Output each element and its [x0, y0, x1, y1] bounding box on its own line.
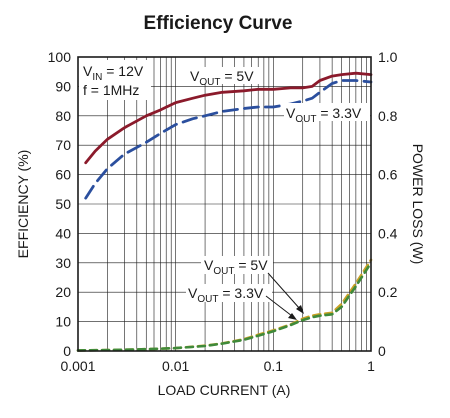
conditions-background	[79, 60, 151, 100]
y2-tick-label: 0.4	[378, 225, 398, 241]
x-axis-label: LOAD CURRENT (A)	[158, 382, 291, 398]
label-bg-vout5-loss	[201, 256, 273, 274]
arrowhead-vout33-loss	[288, 313, 297, 320]
label-vout5-loss: VOUT = 5V	[204, 257, 268, 277]
y-tick-label: 90	[55, 78, 71, 94]
freq-label: f = 1MHz	[83, 82, 139, 98]
arrow-vout33-loss	[265, 295, 293, 317]
y-tick-label: 50	[55, 196, 71, 212]
y-tick-label: 40	[55, 225, 71, 241]
y-axis-label: EFFICIENCY (%)	[15, 150, 31, 259]
y-tick-label: 30	[55, 255, 71, 271]
curves	[76, 71, 373, 352]
series-line-0	[84, 71, 373, 165]
plot-frame	[77, 56, 372, 352]
y2-tick-label: 0.6	[378, 167, 398, 183]
vin-label: VIN = 12V	[83, 63, 144, 83]
y-tick-label: 100	[48, 49, 72, 65]
x-tick-label: 1	[367, 358, 375, 374]
y2-tick-label: 0.2	[378, 284, 398, 300]
arrowhead-vout5-loss	[296, 305, 304, 314]
y2-tick-label: 0.8	[378, 108, 398, 124]
series-line-1	[84, 79, 373, 200]
y-tick-label: 60	[55, 167, 71, 183]
y2-tick-label: 1.0	[378, 49, 398, 65]
x-tick-label: 0.1	[264, 358, 284, 374]
conditions-box: VIN = 12V f = 1MHz	[79, 60, 151, 100]
x-tick-label: 0.001	[60, 358, 95, 374]
label-vout5-efficiency: VOUT = 5V	[190, 68, 254, 88]
series-line-3	[76, 261, 373, 352]
y2-axis-label: POWER LOSS (W)	[410, 144, 426, 265]
x-tick-label: 0.01	[162, 358, 189, 374]
tick-labels: 0 10 20 30 40 50 60 70 80 90 100 0 0.2 0.4 0.6 0.8 1.0 0.…	[48, 49, 398, 374]
arrow-vout5-loss	[267, 272, 301, 310]
label-bg-vout33-eff	[284, 103, 370, 121]
y-tick-label: 80	[55, 108, 71, 124]
annotations: VOUT = 5V VOUT = 3.3V VOUT = 5V VOUT = 3…	[186, 67, 370, 320]
y-tick-label: 20	[55, 284, 71, 300]
y-tick-label: 0	[63, 343, 71, 359]
y-tick-label: 70	[55, 137, 71, 153]
label-vout33-efficiency: VOUT = 3.3V	[286, 105, 362, 125]
label-vout33-loss: VOUT = 3.3V	[188, 285, 264, 305]
chart-title: Efficiency Curve	[144, 13, 293, 34]
grid	[78, 57, 371, 351]
y2-tick-label: 0	[378, 343, 386, 359]
label-bg-vout5-eff	[188, 67, 260, 84]
y-tick-label: 10	[55, 314, 71, 330]
label-bg-vout33-loss	[186, 284, 272, 302]
